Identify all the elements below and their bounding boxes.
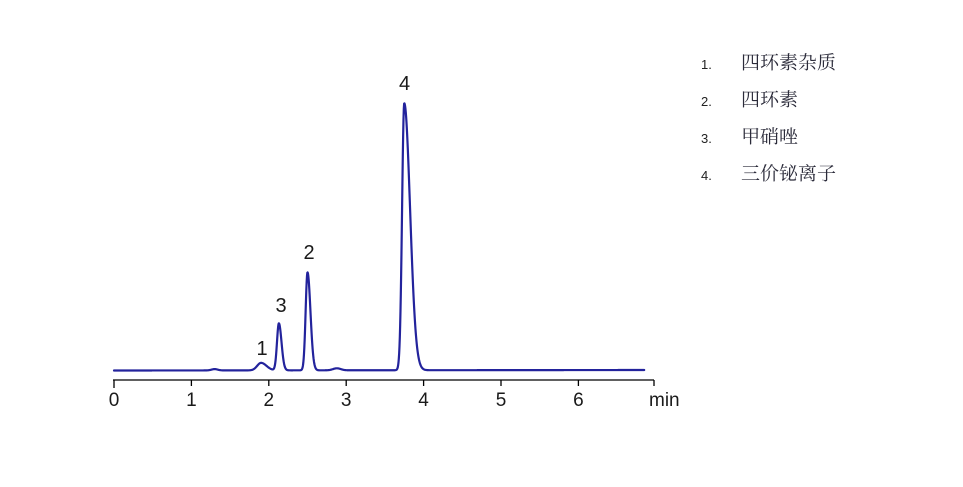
svg-text:min: min (649, 390, 680, 411)
svg-text:0: 0 (109, 390, 120, 411)
svg-text:4: 4 (418, 390, 429, 411)
svg-text:4: 4 (399, 73, 410, 95)
svg-text:3: 3 (341, 390, 352, 411)
svg-text:2: 2 (264, 390, 275, 411)
svg-text:1: 1 (186, 390, 197, 411)
svg-text:2: 2 (303, 242, 314, 264)
svg-text:1: 1 (256, 338, 267, 360)
svg-text:3: 3 (275, 295, 286, 317)
svg-text:5: 5 (496, 390, 507, 411)
svg-text:6: 6 (573, 390, 584, 411)
